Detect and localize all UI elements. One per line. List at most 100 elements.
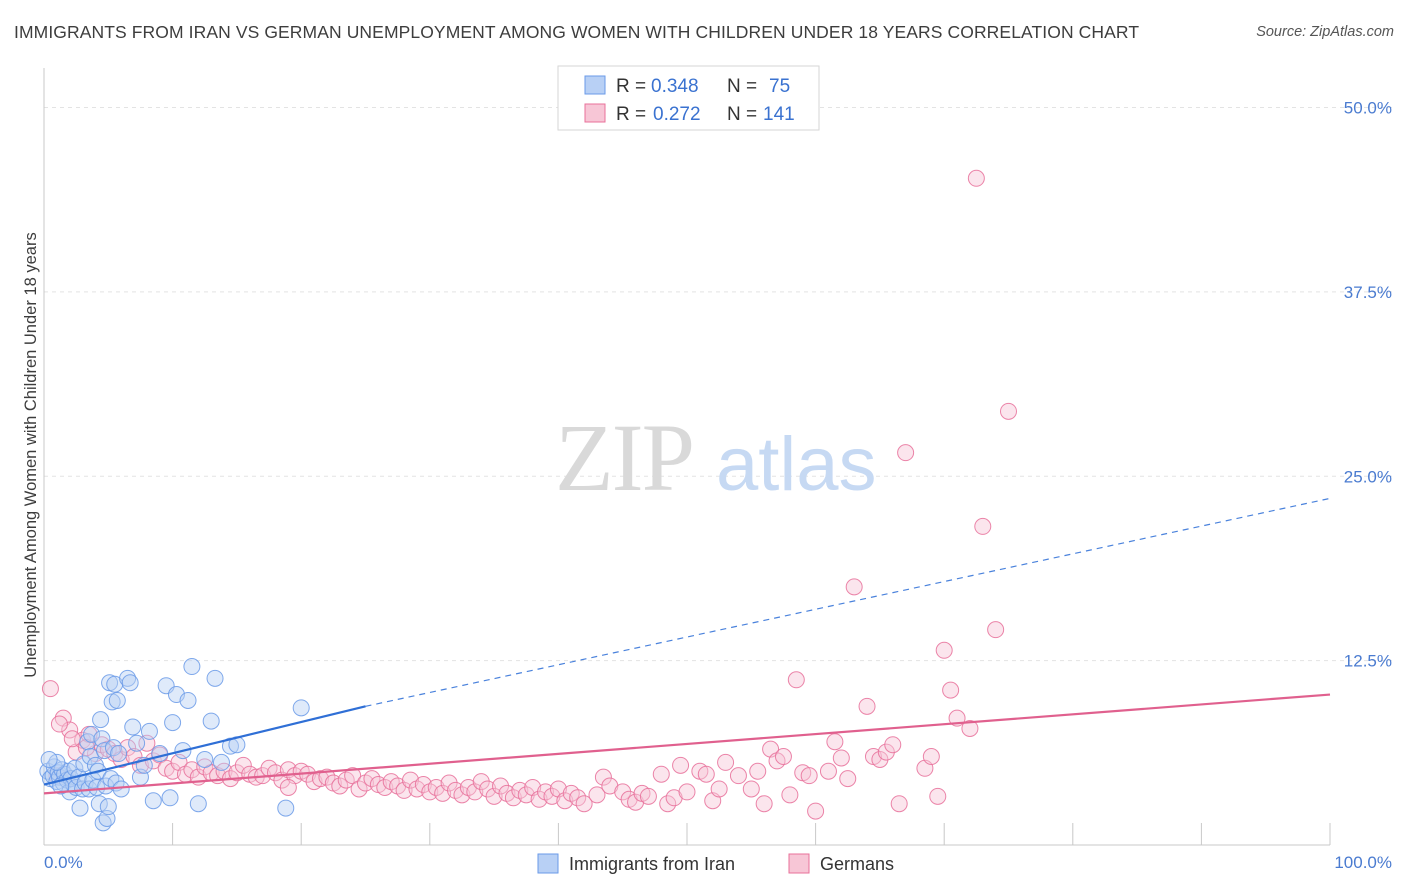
legend-r-value-iran: 0.348 — [651, 76, 699, 97]
y-axis-label: Unemployment Among Women with Children U… — [22, 232, 40, 677]
germans-point — [967, 169, 985, 187]
germans-point — [402, 771, 420, 789]
iran-point — [151, 745, 169, 763]
germans-point — [86, 745, 104, 763]
legend-n-value-germans: 141 — [763, 104, 795, 125]
germans-point — [858, 697, 876, 715]
iran-point — [183, 658, 201, 676]
germans-point — [331, 777, 349, 795]
germans-point — [800, 767, 818, 785]
germans-point — [119, 739, 137, 757]
iran-point — [124, 718, 142, 736]
iran-point — [202, 712, 220, 730]
germans-point — [826, 733, 844, 751]
iran-point — [71, 799, 89, 817]
germans-point — [787, 671, 805, 689]
iran-point — [92, 711, 110, 729]
series-legend: Immigrants from Iran Germans — [537, 853, 894, 874]
legend-swatch-iran — [584, 75, 606, 95]
germans-point — [742, 780, 760, 798]
germans-point — [922, 748, 940, 765]
iran-point — [144, 792, 162, 810]
iran-point — [108, 691, 126, 709]
germans-point — [1000, 402, 1017, 420]
germans-point — [717, 753, 735, 771]
correlation-legend: R = 0.348 N = 75 R = 0.272 N = 141 — [557, 65, 820, 131]
germans-point — [781, 786, 799, 804]
legend-n-label-iran: N = — [727, 76, 757, 97]
trend-line-iran — [43, 705, 366, 786]
germans-point — [395, 781, 413, 799]
watermark: ZIP atlas — [555, 404, 877, 511]
y-tick-label: 25.0% — [1344, 467, 1392, 486]
bottom-legend-label-iran: Immigrants from Iran — [569, 854, 735, 874]
germans-point — [987, 621, 1005, 639]
germans-point — [363, 770, 381, 788]
germans-point — [350, 780, 368, 798]
germans-point — [755, 795, 773, 813]
iran-point — [83, 725, 101, 743]
germans-point — [819, 762, 837, 780]
iran-point — [81, 748, 99, 765]
trend-lines — [43, 497, 1331, 795]
y-tick-label: 37.5% — [1344, 283, 1392, 302]
germans-point — [427, 778, 445, 796]
chart-title: IMMIGRANTS FROM IRAN VS GERMAN UNEMPLOYM… — [14, 22, 1140, 42]
x-tick-label-min: 0.0% — [44, 853, 83, 872]
germans-point — [234, 756, 252, 774]
germans-point — [961, 719, 979, 737]
germans-point — [807, 802, 825, 820]
legend-r-value-germans: 0.272 — [653, 104, 701, 125]
iran-point — [128, 734, 146, 752]
legend-r-label-germans: R = — [616, 104, 646, 125]
iran-point — [277, 799, 295, 817]
iran-point — [161, 789, 179, 807]
germans-point — [594, 768, 612, 786]
germans-point — [575, 795, 593, 813]
germans-point — [196, 758, 214, 776]
germans-point — [164, 762, 182, 780]
germans-point — [729, 767, 747, 785]
germans-point — [588, 786, 606, 804]
germans-point — [672, 756, 690, 774]
legend-r-label-iran: R = — [616, 76, 646, 97]
germans-point — [318, 768, 336, 786]
x-tick-label-max: 100.0% — [1334, 853, 1392, 872]
germans-point — [942, 681, 960, 699]
germans-point — [890, 795, 908, 813]
germans-point — [569, 789, 587, 807]
x-tick-labels: 0.0% 100.0% — [44, 853, 1392, 872]
germans-point — [832, 749, 850, 767]
series-iran — [39, 658, 310, 832]
iran-point — [102, 770, 120, 788]
iran-point — [292, 699, 310, 717]
bottom-legend-label-germans: Germans — [820, 854, 894, 874]
y-tick-label: 12.5% — [1344, 652, 1392, 671]
iran-point — [206, 669, 224, 687]
bottom-legend-swatch-germans — [788, 853, 810, 874]
y-tick-label: 50.0% — [1344, 99, 1392, 118]
legend-swatch-germans — [584, 103, 606, 123]
germans-point — [659, 795, 677, 813]
germans-point — [845, 578, 863, 596]
germans-point — [974, 517, 992, 535]
iran-point — [40, 750, 58, 768]
source-label: Source: ZipAtlas.com — [1256, 24, 1394, 40]
watermark-atlas: atlas — [716, 422, 877, 507]
germans-point — [839, 770, 857, 788]
trend-line-germans — [43, 693, 1331, 795]
germans-point — [376, 778, 394, 796]
germans-point — [929, 787, 947, 805]
iran-point — [121, 674, 139, 692]
germans-point — [434, 784, 452, 802]
trend-line-iran-extension — [365, 497, 1331, 707]
iran-point — [164, 714, 182, 732]
germans-point — [935, 641, 953, 659]
legend-n-value-iran: 75 — [769, 76, 790, 97]
iran-point — [140, 722, 158, 740]
germans-point — [311, 770, 329, 788]
germans-point — [279, 778, 297, 796]
germans-point — [485, 787, 503, 805]
germans-point — [466, 783, 484, 801]
germans-point — [639, 787, 657, 805]
